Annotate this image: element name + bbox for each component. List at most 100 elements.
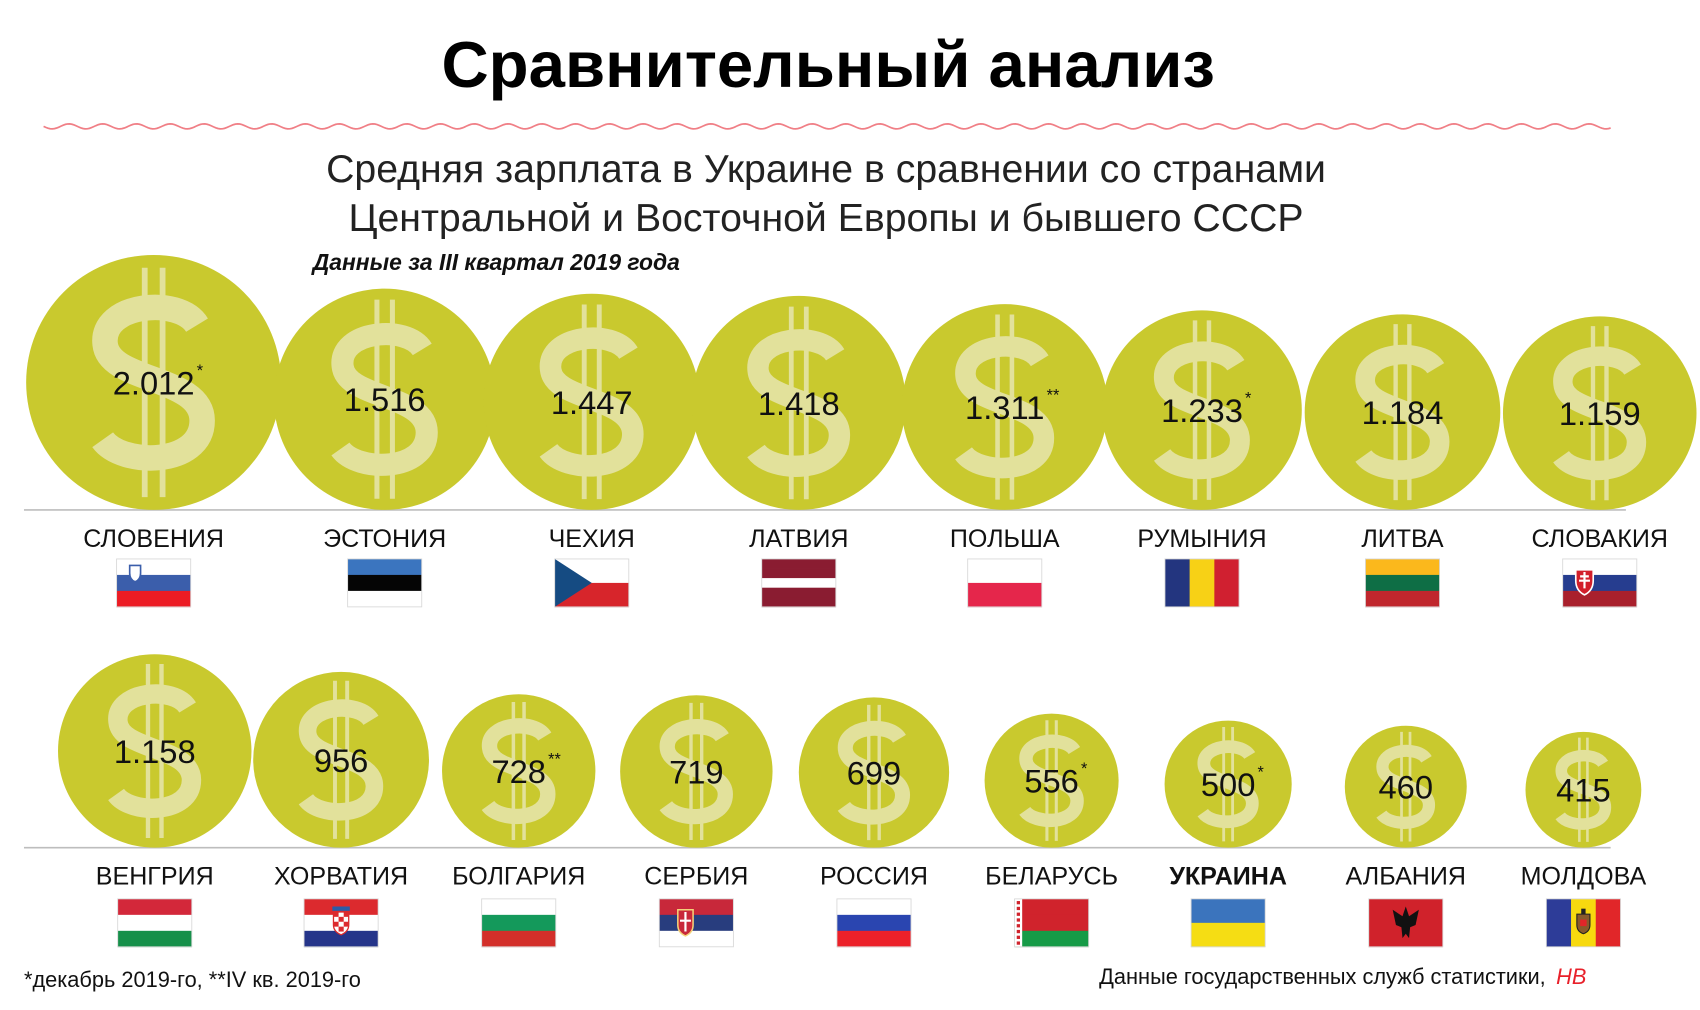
- country-item: 1.184 ЛИТВА: [1304, 314, 1501, 608]
- country-item: 956 ХОРВАТИЯ: [253, 671, 429, 948]
- dollar-sign-icon: [298, 680, 384, 839]
- country-name: МОЛДОВА: [1521, 863, 1647, 891]
- country-name: ЛАТВИЯ: [749, 525, 848, 553]
- dollar-sign-icon: [539, 304, 644, 500]
- country-item: 1.233 * РУМЫНИЯ: [1102, 310, 1302, 608]
- country-name: ЛИТВА: [1361, 525, 1444, 553]
- country-item: 1.159 СЛОВАКИЯ: [1502, 316, 1697, 608]
- period-note: Данные за III квартал 2019 года: [311, 249, 680, 275]
- dollar-sign-icon: [1355, 324, 1450, 501]
- country-name: АЛБАНИЯ: [1346, 863, 1466, 891]
- country-name: РУМЫНИЯ: [1137, 525, 1266, 553]
- flag-icon: [761, 558, 837, 608]
- country-item: 2.012 * СЛОВЕНИЯ: [26, 254, 282, 608]
- coin-row: 2.012 *СЛОВЕНИЯ1.516ЭСТОНИЯ1.447ЧЕХИЯ1.41…: [23, 254, 1697, 608]
- dollar-sign-icon: [1197, 726, 1259, 842]
- country-item: 415 МОЛДОВА: [1521, 731, 1647, 948]
- flag-icon: [116, 558, 192, 608]
- dollar-sign-icon: [92, 267, 215, 498]
- flag-icon: [658, 898, 734, 948]
- flag-icon: [1365, 558, 1440, 608]
- value-label: 1.158: [114, 733, 196, 770]
- dollar-sign-icon: [955, 314, 1055, 500]
- value-label: 2.012: [113, 364, 195, 401]
- flag-icon: [1014, 898, 1090, 948]
- country-name: ЭСТОНИЯ: [323, 525, 446, 553]
- country-name: ЧЕХИЯ: [549, 525, 635, 553]
- dollar-sign-icon: [108, 663, 202, 838]
- flag-icon: [1190, 898, 1266, 948]
- dollar-sign-icon: [481, 701, 556, 841]
- value-label: 1.418: [758, 385, 840, 422]
- value-label: 1.184: [1362, 394, 1444, 431]
- value-note: **: [1047, 386, 1060, 404]
- value-label: 500: [1201, 766, 1256, 803]
- dollar-sign-icon: [1153, 320, 1250, 500]
- country-name: ПОЛЬША: [950, 525, 1060, 553]
- value-note: *: [197, 362, 204, 380]
- value-label: 415: [1556, 772, 1611, 809]
- value-label: 956: [314, 742, 369, 779]
- country-item: 1.516 ЭСТОНИЯ: [274, 288, 496, 608]
- country-name: БЕЛАРУСЬ: [985, 863, 1118, 891]
- dollar-sign-icon: [837, 704, 911, 841]
- value-label: 699: [847, 755, 902, 792]
- value-note: **: [548, 750, 561, 768]
- dollar-sign-icon: [1376, 731, 1436, 842]
- dollar-sign-icon: [1019, 720, 1084, 841]
- dollar-sign-icon: [747, 306, 851, 500]
- value-label: 1.311: [965, 389, 1044, 426]
- country-item: 500 * УКРАИНА: [1164, 720, 1292, 948]
- flag-icon: [481, 898, 557, 948]
- country-name: БОЛГАРИЯ: [452, 863, 585, 891]
- country-name: СЕРБИЯ: [644, 863, 748, 891]
- country-item: 719 СЕРБИЯ: [620, 695, 773, 948]
- country-name: ХОРВАТИЯ: [274, 863, 408, 891]
- country-item: 556 * БЕЛАРУСЬ: [984, 713, 1119, 948]
- value-label: 556: [1024, 763, 1079, 800]
- value-label: 1.447: [551, 384, 633, 421]
- country-name: СЛОВЕНИЯ: [83, 525, 224, 553]
- country-item: 699 РОССИЯ: [798, 697, 950, 948]
- footnote: *декабрь 2019-го, **IV кв. 2019-го: [24, 967, 361, 992]
- dollar-sign-icon: [1555, 737, 1612, 842]
- country-item: 460 АЛБАНИЯ: [1344, 725, 1467, 948]
- flag-icon: [1562, 558, 1638, 608]
- flag-icon: [1545, 898, 1621, 948]
- country-name: РОССИЯ: [820, 863, 928, 891]
- source-brand: НВ: [1556, 964, 1586, 989]
- value-label: 1.516: [344, 381, 426, 418]
- value-label: 728: [491, 753, 546, 790]
- country-name: ВЕНГРИЯ: [96, 863, 214, 891]
- value-label: 1.233: [1161, 392, 1243, 429]
- country-item: 1.418 ЛАТВИЯ: [691, 295, 906, 608]
- dollar-sign-icon: [1553, 326, 1647, 501]
- flag-icon: [1164, 558, 1240, 608]
- dollar-sign-icon: [331, 299, 438, 499]
- flag-icon: [347, 558, 423, 608]
- value-label: 460: [1379, 769, 1434, 806]
- wavy-divider: [43, 123, 1611, 130]
- flag-icon: [303, 898, 379, 948]
- subtitle-line-1: Средняя зарплата в Украине в сравнении с…: [326, 147, 1326, 191]
- country-item: 728 ** БОЛГАРИЯ: [442, 694, 596, 948]
- value-note: *: [1258, 764, 1265, 782]
- flag-icon: [1368, 898, 1444, 948]
- value-label: 719: [669, 753, 724, 790]
- source-text: Данные государственных служб статистики,: [1099, 964, 1552, 989]
- coin-rows: 2.012 *СЛОВЕНИЯ1.516ЭСТОНИЯ1.447ЧЕХИЯ1.41…: [23, 254, 1697, 948]
- country-name: СЛОВАКИЯ: [1532, 525, 1668, 553]
- flag-icon: [836, 898, 912, 948]
- value-note: *: [1245, 390, 1252, 408]
- value-label: 1.159: [1559, 395, 1641, 432]
- page-title: Сравнительный анализ: [441, 28, 1214, 101]
- value-note: *: [1081, 760, 1088, 778]
- flag-icon: [967, 558, 1043, 608]
- flag-icon: [554, 558, 630, 608]
- dollar-sign-icon: [659, 702, 733, 841]
- flag-icon: [117, 898, 193, 948]
- subtitle-line-2: Центральной и Восточной Европы и бывшего…: [348, 196, 1303, 240]
